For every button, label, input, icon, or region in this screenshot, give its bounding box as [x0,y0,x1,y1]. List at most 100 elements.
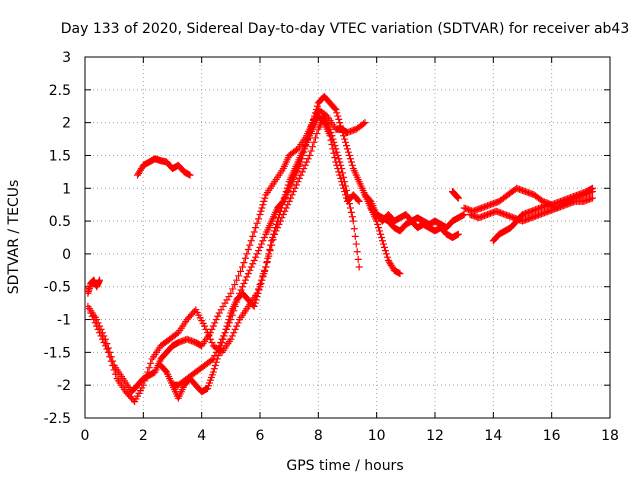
data-point [338,125,346,133]
data-point [342,191,350,199]
data-point [255,286,263,294]
data-point [260,234,268,241]
data-point [211,319,219,327]
plot-frame [84,56,611,419]
data-point [249,232,257,240]
data-point [274,217,281,225]
data-point [350,225,358,233]
data-point [240,279,248,287]
data-point [234,319,242,327]
data-point [255,215,263,223]
data-point [258,204,266,212]
data-point [147,359,155,367]
data-point [210,365,218,373]
data-point [287,194,295,202]
data-point [233,322,241,330]
data-point [336,171,344,179]
x-tick-label: 18 [601,428,619,444]
data-point [226,312,234,320]
data-point [230,329,238,337]
data-point [227,335,235,343]
data-point [312,106,320,114]
data-point [112,370,120,378]
data-point [283,184,291,192]
data-point [228,332,236,340]
data-point [378,234,386,241]
data-point [97,332,105,340]
data-point [294,178,302,186]
x-tick-label: 14 [484,428,502,444]
data-point [348,161,356,169]
data-point [375,224,383,232]
data-point [313,102,321,110]
data-point [212,358,220,366]
data-point [91,319,99,327]
x-tick-label: 8 [314,428,323,444]
data-point [270,230,278,238]
data-point [110,366,118,374]
data-point [260,270,268,278]
data-point [216,345,224,353]
data-point [340,184,348,192]
data-point [103,345,111,353]
data-point [90,316,98,324]
data-point [217,342,225,350]
data-point [254,289,262,297]
data-point [96,329,104,337]
data-point [244,270,252,278]
data-point [241,254,249,262]
data-point [347,208,355,216]
data-point [341,188,349,196]
data-point [201,322,209,330]
grid-lines [85,57,610,418]
data-point [251,299,259,307]
data-point [278,201,286,209]
data-point [274,214,282,222]
data-point [99,335,106,343]
data-point [186,171,194,179]
data-point [352,240,360,248]
series-arc-6 [169,112,363,402]
y-tick-label: -0.5 [44,280,71,296]
data-point [253,293,261,301]
data-point [241,276,249,284]
data-point [233,276,241,284]
x-tick-label: 12 [426,428,444,444]
data-point [454,194,462,202]
data-point [361,119,369,127]
data-point [383,253,391,261]
data-point [88,312,96,320]
data-point [256,243,264,251]
data-point [214,312,222,320]
data-point [332,106,340,114]
data-point [330,149,338,157]
series-arc-8 [367,204,468,232]
data-point [335,115,343,123]
data-point [354,255,362,263]
data-point [311,134,319,142]
data-point [257,240,265,248]
data-point [292,181,300,189]
data-point [208,339,216,347]
data-point [262,263,270,271]
data-point [303,158,311,166]
data-point [209,322,217,330]
data-point [219,335,227,343]
series-arc-9 [449,188,462,202]
data-point [252,296,260,304]
data-point [205,332,213,340]
data-point [341,135,349,143]
data-point [264,254,272,262]
x-tick-label: 2 [139,428,148,444]
x-tick-label: 4 [197,428,206,444]
data-point [310,138,318,146]
data-point [252,224,260,232]
data-point [348,213,356,221]
series-arc-10 [460,184,596,215]
data-point [334,112,342,120]
data-point [237,267,245,275]
data-point [235,272,243,280]
data-point [250,228,258,236]
data-point [337,122,345,130]
